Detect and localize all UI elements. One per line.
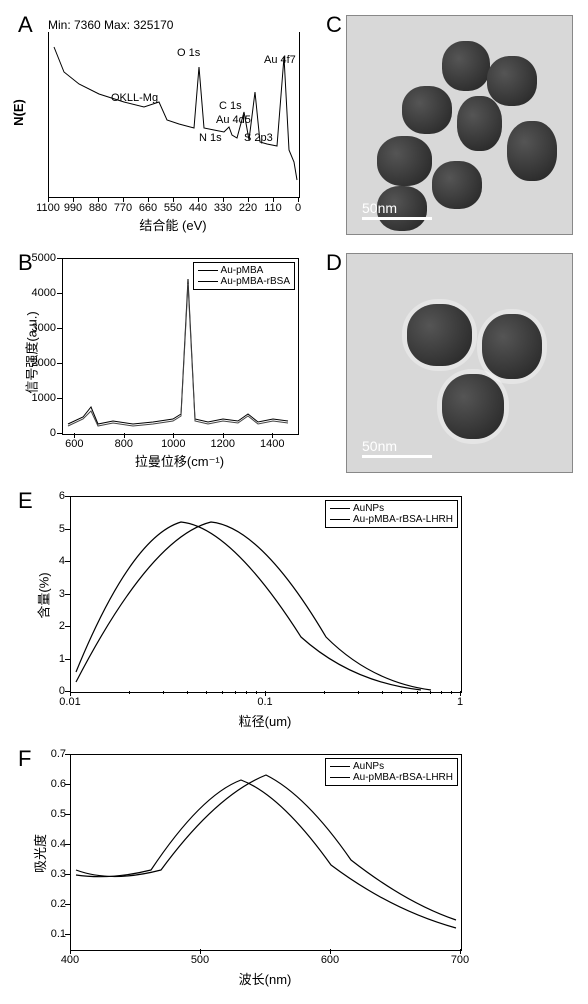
panel-c-scale-text: 50nm [362,200,397,216]
panel-f-chart: AuNPs Au-pMBA-rBSA-LHRH [70,754,462,951]
panel-e: E AuNPs Au-pMBA-rBSA-LHRH 含量(%) 0123456 … [10,486,578,736]
legend-f-0: AuNPs [353,761,384,772]
panel-b: B Au-pMBA Au-pMBA-rBSA 信号强度(a.u.) 010002… [10,248,310,478]
figure-grid: A Min: 7360 Max: 325170 OKLL-Mg O 1s N 1… [10,10,578,994]
panel-b-chart: Au-pMBA Au-pMBA-rBSA [62,258,299,435]
legend-e-1: Au-pMBA-rBSA-LHRH [353,514,453,525]
peak-o1s: O 1s [177,47,200,59]
panel-a-svg [49,32,299,197]
panel-f: F AuNPs Au-pMBA-rBSA-LHRH 吸光度 0.10.20.30… [10,744,578,994]
panel-c-label: C [326,12,342,38]
peak-n1s: N 1s [199,132,222,144]
panel-a-chart: OKLL-Mg O 1s N 1s C 1s Au 4d5 S 2p3 Au 4… [48,32,300,198]
legend-e-0: AuNPs [353,503,384,514]
legend-f-1: Au-pMBA-rBSA-LHRH [353,772,453,783]
panel-d: D 50nm [318,248,578,478]
panel-e-legend: AuNPs Au-pMBA-rBSA-LHRH [325,500,458,528]
panel-a-xlabel: 结合能 (eV) [48,215,298,234]
panel-d-image: 50nm [346,253,573,473]
panel-a: A Min: 7360 Max: 325170 OKLL-Mg O 1s N 1… [10,10,310,240]
peak-c1s: C 1s [219,100,242,112]
peak-au4f7: Au 4f7 [264,54,296,66]
panel-a-label: A [18,12,33,38]
panel-f-xlabel: 波长(nm) [70,969,460,988]
panel-d-label: D [326,250,342,276]
legend-b-1: Au-pMBA-rBSA [221,276,290,287]
panel-b-xlabel: 拉曼位移(cm⁻¹) [62,451,297,470]
peak-s2p3: S 2p3 [244,132,273,144]
panel-f-label: F [18,746,31,772]
panel-c-scale-bar [362,217,432,220]
panel-d-scale-text: 50nm [362,438,397,454]
panel-c: C 50nm [318,10,578,240]
panel-e-xlabel: 粒径(um) [70,711,460,730]
panel-d-scale-bar [362,455,432,458]
peak-au4d5: Au 4d5 [216,114,251,126]
panel-a-minmax: Min: 7360 Max: 325170 [48,18,173,32]
panel-e-label: E [18,488,33,514]
panel-e-chart: AuNPs Au-pMBA-rBSA-LHRH [70,496,462,693]
panel-f-legend: AuNPs Au-pMBA-rBSA-LHRH [325,758,458,786]
panel-c-image: 50nm [346,15,573,235]
peak-okll: OKLL-Mg [111,92,158,104]
legend-b-0: Au-pMBA [221,265,264,276]
panel-a-ylabel: N(E) [11,99,26,126]
panel-b-legend: Au-pMBA Au-pMBA-rBSA [193,262,295,290]
